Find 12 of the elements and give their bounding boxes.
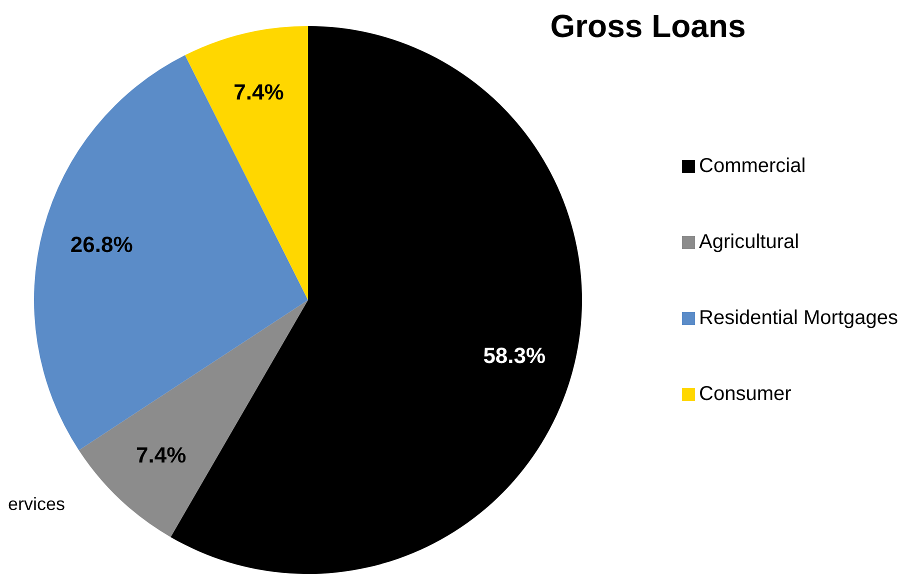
data-label: 7.4%: [234, 80, 284, 105]
chart-title: Gross Loans: [549, 8, 747, 45]
data-label: 26.8%: [70, 232, 133, 258]
text: ervices: [8, 494, 66, 515]
legend-label: Consumer: [699, 382, 792, 406]
pie-slice: [185, 26, 308, 300]
data-label: 7.4%: [136, 442, 186, 468]
data-label: 58.3%: [483, 342, 546, 368]
legend-label: Residential Mortgages: [699, 306, 898, 330]
legend-label: Commercial: [699, 154, 806, 178]
legend-label: Agricultural: [699, 230, 800, 254]
pie-slice: [78, 300, 308, 538]
